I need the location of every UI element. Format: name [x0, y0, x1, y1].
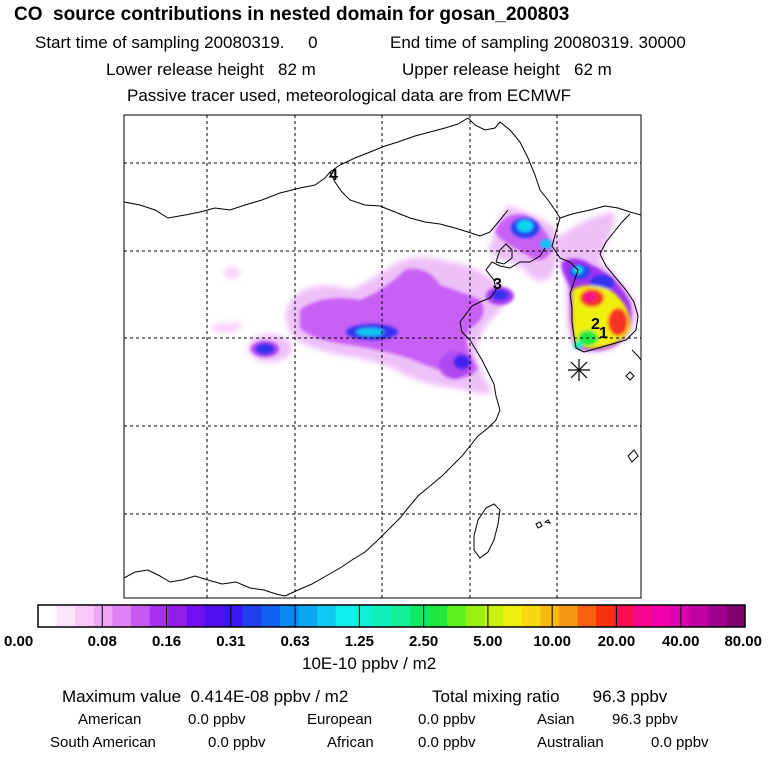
tracer-label: Passive tracer used, meteorological data… — [127, 86, 572, 105]
colorbar-swatch — [558, 605, 579, 627]
trajectory-marker: 2 — [591, 316, 600, 333]
colorbar-swatch — [186, 605, 206, 627]
colorbar-tick-label: 0.63 — [280, 633, 309, 650]
colorbar-outline — [37, 604, 746, 628]
colorbar-swatch — [298, 605, 318, 627]
lat-lon-grid — [124, 115, 641, 598]
colorbar-swatch — [56, 605, 76, 627]
region-asian-value: 96.3 ppbv — [612, 711, 678, 728]
colorbar-swatch — [651, 605, 672, 627]
colorbar-swatch — [93, 605, 113, 627]
colorbar-tick-label: 0.00 — [4, 633, 33, 650]
max-value-line: Maximum value 0.414E-08 ppbv / m2 — [62, 687, 349, 706]
island — [627, 449, 639, 463]
colorbar-swatch — [205, 605, 225, 627]
colorbar-swatch — [596, 605, 616, 627]
colorbar-swatch — [707, 605, 727, 627]
colorbar-swatch — [410, 605, 430, 627]
colorbar-tick-label: 1.25 — [345, 633, 374, 650]
colorbar-swatch — [224, 605, 244, 627]
inner-mongolia-border — [329, 171, 509, 237]
colorbar-swatch — [261, 605, 281, 627]
colorbar-swatch — [131, 605, 151, 627]
colorbar — [37, 604, 746, 628]
region-european-value: 0.0 ppbv — [418, 711, 476, 728]
region-south-american-name: South American — [50, 734, 156, 751]
china-coast — [284, 247, 546, 597]
japan-coast — [631, 349, 642, 361]
colorbar-swatch — [614, 605, 634, 627]
colorbar-swatch — [726, 605, 746, 627]
colorbar-tick-labels: 0.00 0.08 0.16 0.31 0.63 1.25 2.50 5.00 10.00 20.… — [4, 633, 762, 650]
mongolia-border — [123, 117, 469, 219]
end-time-label: End time of sampling 20080319. 30000 — [390, 33, 686, 52]
region-asian-name: Asian — [537, 711, 575, 728]
page-title: CO source contributions in nested domain… — [14, 4, 570, 25]
colorbar-swatch — [149, 605, 169, 627]
colorbar-swatch — [540, 605, 560, 627]
colorbar-tick-label: 0.31 — [216, 633, 245, 650]
colorbar-swatch — [503, 605, 523, 627]
colorbar-swatch — [38, 605, 58, 627]
colorbar-tick-label: 20.00 — [598, 633, 636, 650]
total-mixing-line: Total mixing ratio 96.3 ppbv — [432, 687, 668, 706]
colorbar-unit-label: 10E-10 ppbv / m2 — [302, 654, 437, 673]
colorbar-swatch — [428, 605, 448, 627]
island — [535, 521, 543, 529]
liaodong-bay — [495, 243, 513, 265]
colorbar-swatch — [670, 605, 690, 627]
colorbar-swatch — [112, 605, 132, 627]
colorbar-swatch — [354, 605, 374, 627]
colorbar-swatch — [689, 605, 709, 627]
korea-west-coast — [551, 217, 585, 353]
region-australian-name: Australian — [537, 734, 604, 751]
colorbar-swatch — [577, 605, 597, 627]
colorbar-swatch — [75, 605, 95, 627]
upper-release-label: Upper release height 62 m — [402, 60, 612, 79]
colorbar-tick-label: 5.00 — [473, 633, 502, 650]
colorbar-swatch — [279, 605, 299, 627]
colorbar-swatch — [521, 605, 541, 627]
colorbar-swatch — [335, 605, 355, 627]
trajectory-marker: 1 — [599, 325, 608, 342]
trajectory-marker: 3 — [493, 276, 502, 293]
region-american-name: American — [78, 711, 142, 728]
colorbar-swatch — [391, 605, 411, 627]
colorbar-tick-label: 40.00 — [662, 633, 700, 650]
colorbar-swatch — [447, 605, 467, 627]
trajectory-marker: 4 — [329, 167, 338, 184]
colorbar-swatch — [242, 605, 262, 627]
colorbar-tick-label: 0.16 — [152, 633, 181, 650]
island — [625, 371, 635, 381]
colorbar-tick-label: 0.08 — [88, 633, 117, 650]
taiwan-island — [473, 503, 501, 559]
region-australian-value: 0.0 ppbv — [651, 734, 709, 751]
colorbar-swatch — [372, 605, 392, 627]
colorbar-swatch — [168, 605, 188, 627]
concentration-field — [211, 206, 638, 394]
region-american-value: 0.0 ppbv — [188, 711, 246, 728]
colorbar-swatch — [465, 605, 486, 627]
coastlines — [123, 117, 642, 597]
receptor-star-icon — [568, 359, 590, 381]
colorbar-swatch — [633, 605, 653, 627]
lower-release-label: Lower release height 82 m — [106, 60, 316, 79]
region-african-value: 0.0 ppbv — [418, 734, 476, 751]
colorbar-tick-label: 80.00 — [724, 633, 762, 650]
colorbar-swatch — [317, 605, 337, 627]
colorbar-swatch — [484, 605, 504, 627]
colorbar-tick-label: 2.50 — [409, 633, 438, 650]
korea-china-border — [467, 117, 642, 219]
hainan-and-south-coast — [123, 569, 286, 597]
korea-east-coast — [583, 213, 639, 353]
region-south-american-value: 0.0 ppbv — [208, 734, 266, 751]
start-time-label: Start time of sampling 20080319. 0 — [35, 33, 318, 52]
colorbar-tick-label: 10.00 — [533, 633, 571, 650]
region-european-name: European — [307, 711, 373, 728]
island — [543, 519, 552, 524]
plume-high — [256, 218, 631, 369]
region-african-name: African — [327, 734, 374, 751]
